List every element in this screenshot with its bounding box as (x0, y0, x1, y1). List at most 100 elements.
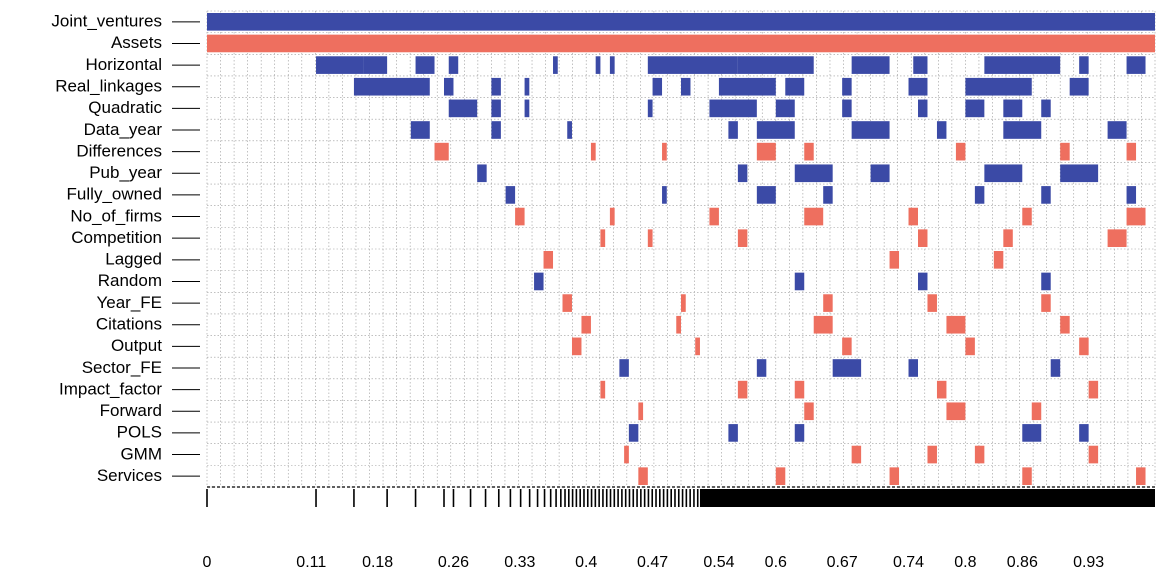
inclusion-cell (448, 99, 478, 118)
inclusion-cell (889, 467, 900, 485)
inclusion-cell (756, 359, 767, 377)
inclusion-cell (804, 142, 814, 161)
variable-label: Pub_year (89, 163, 162, 182)
variable-label: Competition (71, 228, 162, 247)
variable-label: Year_FE (96, 293, 162, 312)
inclusion-cell (1126, 207, 1146, 226)
inclusion-cell (647, 229, 653, 247)
inclusion-cell (491, 77, 501, 96)
inclusion-cell (737, 56, 814, 74)
inclusion-cell (709, 207, 719, 226)
inclusion-cell (1050, 359, 1061, 377)
inclusion-cell (1003, 121, 1042, 139)
inclusion-cell (1079, 337, 1089, 356)
inclusion-cell (1003, 99, 1023, 118)
x-tick-dense-block (699, 489, 1155, 507)
inclusion-cell (1022, 424, 1042, 442)
inclusion-cell (415, 56, 435, 74)
x-tick-label: 0.26 (438, 554, 469, 571)
inclusion-cell (1041, 272, 1051, 291)
inclusion-cell (965, 77, 1032, 96)
inclusion-cell (851, 121, 890, 139)
inclusion-cell (207, 13, 1155, 31)
inclusion-cell (515, 207, 525, 226)
inclusion-cell (1126, 142, 1137, 161)
inclusion-cell (889, 251, 900, 269)
inclusion-cell (1126, 56, 1146, 74)
x-tick-label: 0.74 (893, 554, 924, 571)
inclusion-cell (477, 164, 487, 183)
inclusion-cell (842, 337, 852, 356)
inclusion-cell (505, 186, 516, 204)
inclusion-cell (794, 164, 833, 183)
variable-label: Lagged (105, 250, 162, 269)
inclusion-cell (624, 445, 629, 464)
variable-label: Forward (100, 401, 162, 420)
variable-label: Sector_FE (82, 358, 162, 377)
inclusion-cell (695, 337, 700, 356)
inclusion-cell (794, 424, 805, 442)
inclusion-cell (728, 121, 738, 139)
inclusion-cell (908, 207, 918, 226)
inclusion-cell (851, 56, 890, 74)
inclusion-cell (718, 77, 776, 96)
inclusion-cell (804, 207, 824, 226)
inclusion-cell (662, 186, 667, 204)
inclusion-cell (590, 142, 596, 161)
inclusion-cell (1022, 467, 1032, 485)
variable-label: Differences (76, 141, 162, 160)
inclusion-cell (936, 121, 947, 139)
inclusion-cell (534, 272, 544, 291)
inclusion-cell (647, 99, 653, 118)
variable-label: Assets (111, 33, 162, 52)
inclusion-cell (1003, 229, 1013, 247)
x-tick-label: 0.47 (637, 554, 668, 571)
inclusion-cell (936, 380, 947, 399)
inclusion-cell (600, 380, 606, 399)
inclusion-cell (628, 424, 639, 442)
inclusion-cell (524, 99, 530, 118)
inclusion-cell (609, 207, 615, 226)
x-tick-label: 0.11 (296, 554, 326, 571)
variable-label: Real_linkages (55, 76, 162, 95)
inclusion-cell (908, 77, 928, 96)
inclusion-cell (965, 99, 985, 118)
inclusion-cell (946, 402, 966, 421)
inclusion-cell (619, 359, 629, 377)
x-tick-label: 0.93 (1073, 554, 1104, 571)
inclusion-cell (316, 56, 364, 74)
inclusion-cell (1041, 99, 1051, 118)
inclusion-cell (775, 467, 786, 485)
variable-label: Fully_owned (67, 185, 162, 204)
inclusion-cell (567, 121, 572, 139)
inclusion-cell (1136, 467, 1146, 485)
inclusion-cell (794, 272, 805, 291)
inclusion-cell (410, 121, 430, 139)
inclusion-cell (918, 99, 928, 118)
inclusion-cell (709, 99, 757, 118)
x-tick-label: 0.33 (504, 554, 535, 571)
inclusion-cell (638, 467, 648, 485)
inclusion-cell (1088, 445, 1099, 464)
inclusion-cell (918, 272, 928, 291)
inclusion-cell (353, 77, 430, 96)
inclusion-cell (681, 77, 691, 96)
variable-label: Impact_factor (59, 379, 162, 398)
inclusion-cell (756, 142, 776, 161)
inclusion-cell (553, 56, 558, 74)
inclusion-cell (927, 294, 937, 312)
inclusion-cell (842, 99, 852, 118)
inclusion-cell (737, 164, 748, 183)
x-tick-label: 0.6 (765, 554, 787, 571)
inclusion-cell (491, 99, 501, 118)
inclusion-cells (207, 13, 1155, 485)
x-tick-label: 0.67 (827, 554, 858, 571)
variable-label: Output (111, 336, 162, 355)
inclusion-cell (1107, 229, 1127, 247)
inclusion-cell (1022, 207, 1032, 226)
inclusion-cell (804, 402, 814, 421)
inclusion-cell (823, 294, 833, 312)
inclusion-cell (737, 229, 748, 247)
inclusion-cell (595, 56, 601, 74)
